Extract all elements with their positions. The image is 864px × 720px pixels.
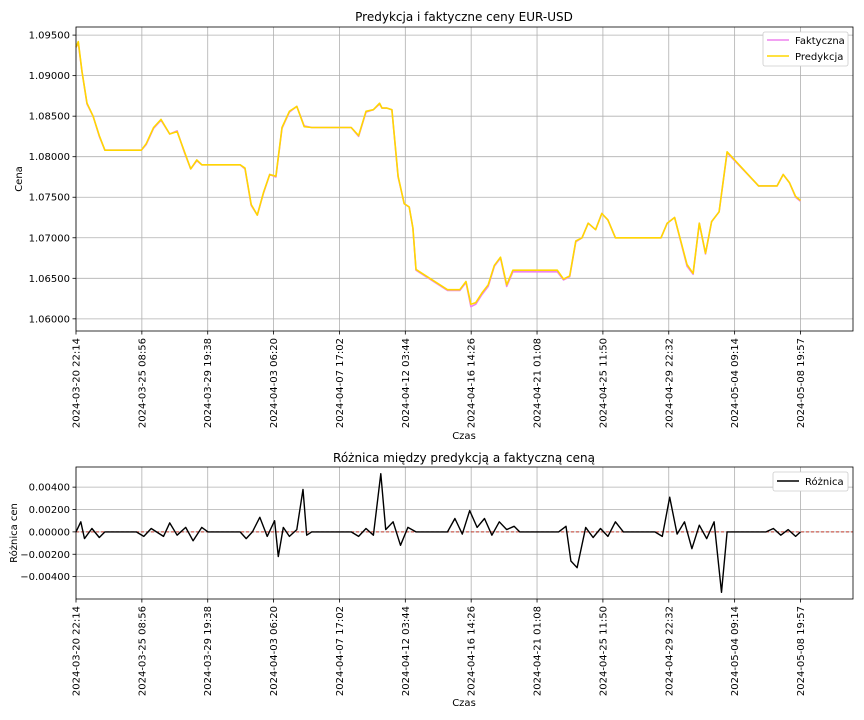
x-tick-label: 2024-03-25 08:56 [137,338,148,428]
series-line-roznica [75,473,801,593]
y-tick-label: −0.00200 [20,550,70,561]
x-tick-label: 2024-03-29 19:38 [203,338,214,428]
y-tick-label: 1.07000 [29,233,70,244]
x-tick-label: 2024-04-07 17:02 [335,606,346,696]
x-tick-label: 2024-04-25 11:50 [598,338,609,428]
legend-label-roznica: Różnica [805,476,844,488]
y-tick-label: 1.09000 [29,71,70,82]
difference-chart-yticks: −0.00400 −0.00200 0.00000 0.00200 0.00400 [20,483,76,583]
x-tick-label: 2024-04-21 01:08 [533,338,544,428]
price-chart-series [75,40,802,308]
legend-label-faktyczna: Faktyczna [795,36,845,47]
difference-chart-title: Różnica między predykcją a faktyczną cen… [333,451,595,465]
y-tick-label: 1.09500 [29,31,70,42]
price-chart-ylabel: Cena [14,166,25,192]
y-tick-label: 0.00200 [29,505,70,516]
x-tick-label: 2024-04-12 03:44 [401,606,412,696]
x-tick-label: 2024-03-29 19:38 [203,606,214,696]
y-tick-label: 0.00000 [29,527,70,538]
price-chart-title: Predykcja i faktyczne ceny EUR-USD [355,10,573,24]
y-tick-label: 0.00400 [29,483,70,494]
x-tick-label: 2024-04-16 14:26 [467,338,478,428]
y-tick-label: 1.06000 [29,314,70,325]
price-chart-yticks: 1.06000 1.06500 1.07000 1.07500 1.08000 1.085… [29,31,76,325]
x-tick-label: 2024-04-25 11:50 [598,606,609,696]
x-tick-label: 2024-04-03 06:20 [269,606,280,696]
difference-chart-series [75,473,801,593]
difference-chart-xlabel: Czas [452,698,476,709]
price-chart-frame [75,26,854,332]
x-tick-label: 2024-03-20 22:14 [72,338,83,428]
x-tick-label: 2024-04-29 22:32 [664,338,675,428]
x-tick-label: 2024-04-16 14:26 [467,606,478,696]
x-tick-label: 2024-05-08 19:57 [796,606,807,696]
price-chart: Predykcja i faktyczne ceny EUR-USD 1.060… [14,10,854,442]
y-tick-label: 1.07500 [29,193,70,204]
y-tick-label: 1.06500 [29,274,70,285]
x-tick-label: 2024-03-25 08:56 [137,606,148,696]
difference-chart-xticks: 2024-03-20 22:14 2024-03-25 08:56 2024-03-… [72,599,807,696]
price-chart-xlabel: Czas [452,431,476,442]
series-line-predykcja [75,40,802,306]
price-chart-legend: Faktyczna Predykcja [762,31,849,67]
difference-chart-frame [75,466,854,600]
price-chart-xticks: 2024-03-20 22:14 2024-03-25 08:56 2024-03-… [72,331,807,428]
x-tick-label: 2024-05-04 09:14 [730,338,741,428]
x-tick-label: 2024-05-08 19:57 [796,338,807,428]
x-tick-label: 2024-04-07 17:02 [335,338,346,428]
x-tick-label: 2024-03-20 22:14 [72,606,83,696]
legend-label-predykcja: Predykcja [795,52,843,63]
y-tick-label: −0.00400 [20,572,70,583]
difference-chart-legend: Różnica [772,471,849,492]
difference-chart: Różnica między predykcją a faktyczną cen… [8,451,854,709]
difference-chart-ylabel: Różnica cen [8,503,20,563]
y-tick-label: 1.08500 [29,112,70,123]
y-tick-label: 1.08000 [29,152,70,163]
x-tick-label: 2024-04-12 03:44 [401,338,412,428]
x-tick-label: 2024-04-29 22:32 [664,606,675,696]
x-tick-label: 2024-04-21 01:08 [533,606,544,696]
x-tick-label: 2024-04-03 06:20 [269,338,280,428]
x-tick-label: 2024-05-04 09:14 [730,606,741,696]
